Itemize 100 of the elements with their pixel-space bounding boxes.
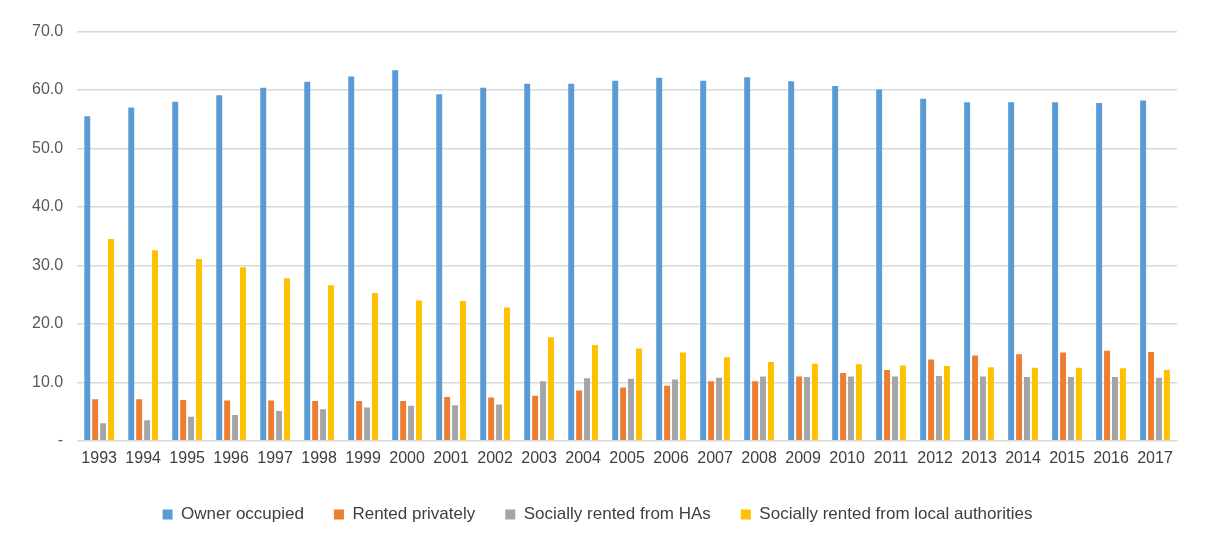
bar [108, 239, 114, 441]
x-tick-label: 2012 [917, 448, 953, 466]
bar [1031, 367, 1038, 441]
bar [1068, 377, 1074, 441]
bar [532, 395, 539, 441]
bar [480, 87, 487, 441]
x-tick-label: 1996 [213, 448, 250, 466]
bar [899, 365, 906, 441]
y-tick-label: 70.0 [32, 22, 64, 40]
bar [92, 399, 99, 441]
bar [744, 77, 751, 441]
bar [547, 337, 554, 441]
bar [1024, 377, 1030, 441]
y-tick-label: 40.0 [32, 197, 64, 215]
bar [488, 397, 495, 441]
x-tick-label: 2003 [521, 448, 557, 466]
bar [524, 83, 531, 441]
bar [416, 300, 422, 441]
bar [788, 81, 795, 441]
x-tick-label: 2005 [609, 448, 645, 466]
bar [372, 292, 378, 441]
bar [216, 95, 223, 441]
bar [1155, 377, 1162, 441]
y-tick-label: 30.0 [32, 255, 64, 273]
y-tick-label: 20.0 [32, 314, 64, 332]
bar [128, 107, 135, 441]
x-tick-label: 2008 [741, 448, 777, 466]
legend-label: Socially rented from local authorities [759, 504, 1033, 524]
bar [700, 80, 707, 441]
bar [144, 420, 151, 441]
bar [672, 379, 678, 441]
x-tick-label: 2013 [961, 448, 997, 466]
bar [496, 404, 503, 441]
x-tick-label: 2007 [697, 448, 733, 466]
y-tick-label: 10.0 [32, 372, 64, 390]
x-tick-label: 2001 [433, 448, 469, 466]
x-tick-label: 1994 [125, 448, 162, 466]
bar [656, 77, 663, 441]
bar [804, 377, 810, 441]
bar [1104, 350, 1111, 441]
bar [679, 352, 686, 441]
bar [760, 376, 766, 441]
bar [620, 387, 627, 441]
bar [408, 405, 415, 441]
bar [136, 399, 143, 441]
bar [320, 409, 327, 441]
legend-label: Owner occupied [181, 504, 304, 524]
bar [752, 381, 759, 441]
bar [1140, 100, 1147, 441]
bar [392, 70, 399, 441]
bar [884, 370, 891, 441]
y-tick-label: - [57, 431, 64, 449]
bar [892, 376, 898, 441]
bar [628, 378, 634, 441]
x-tick-label: 2017 [1137, 448, 1173, 466]
bar [328, 285, 334, 441]
x-tick-label: 2000 [389, 448, 425, 466]
bar [304, 81, 311, 441]
x-tick-label: 2004 [565, 448, 601, 466]
bar [1075, 367, 1082, 441]
bar [452, 405, 459, 441]
bar [348, 76, 355, 441]
bar [767, 361, 774, 441]
bar [1052, 102, 1059, 441]
bar [460, 301, 466, 441]
bar [987, 367, 994, 441]
bar [635, 348, 642, 441]
bar [400, 401, 407, 441]
bar [664, 385, 671, 441]
bar [268, 400, 275, 441]
y-tick-label: 60.0 [32, 80, 64, 98]
bar [84, 116, 91, 441]
x-tick-label: 2002 [477, 448, 513, 466]
bar [708, 381, 715, 441]
bar [276, 410, 283, 441]
legend-label: Socially rented from HAs [523, 504, 711, 524]
bar [716, 377, 722, 441]
bar [1060, 352, 1067, 441]
bar [312, 401, 319, 441]
x-tick-label: 2016 [1093, 448, 1129, 466]
bar [723, 357, 730, 441]
bar [832, 85, 839, 441]
bar [964, 102, 971, 441]
bar [196, 259, 202, 441]
bar [568, 83, 575, 441]
bar [591, 344, 598, 441]
bar [152, 250, 158, 441]
bar [920, 98, 927, 441]
bar [232, 415, 239, 441]
bar [840, 372, 847, 441]
bar [284, 278, 290, 441]
x-tick-label: 1998 [301, 448, 338, 466]
bar [444, 396, 451, 441]
bar [1148, 351, 1155, 441]
bar [936, 375, 942, 441]
x-tick-label: 2010 [829, 448, 865, 466]
bar [436, 94, 443, 441]
bar [260, 87, 267, 441]
x-tick-label: 2014 [1005, 448, 1041, 466]
bar [188, 416, 195, 441]
